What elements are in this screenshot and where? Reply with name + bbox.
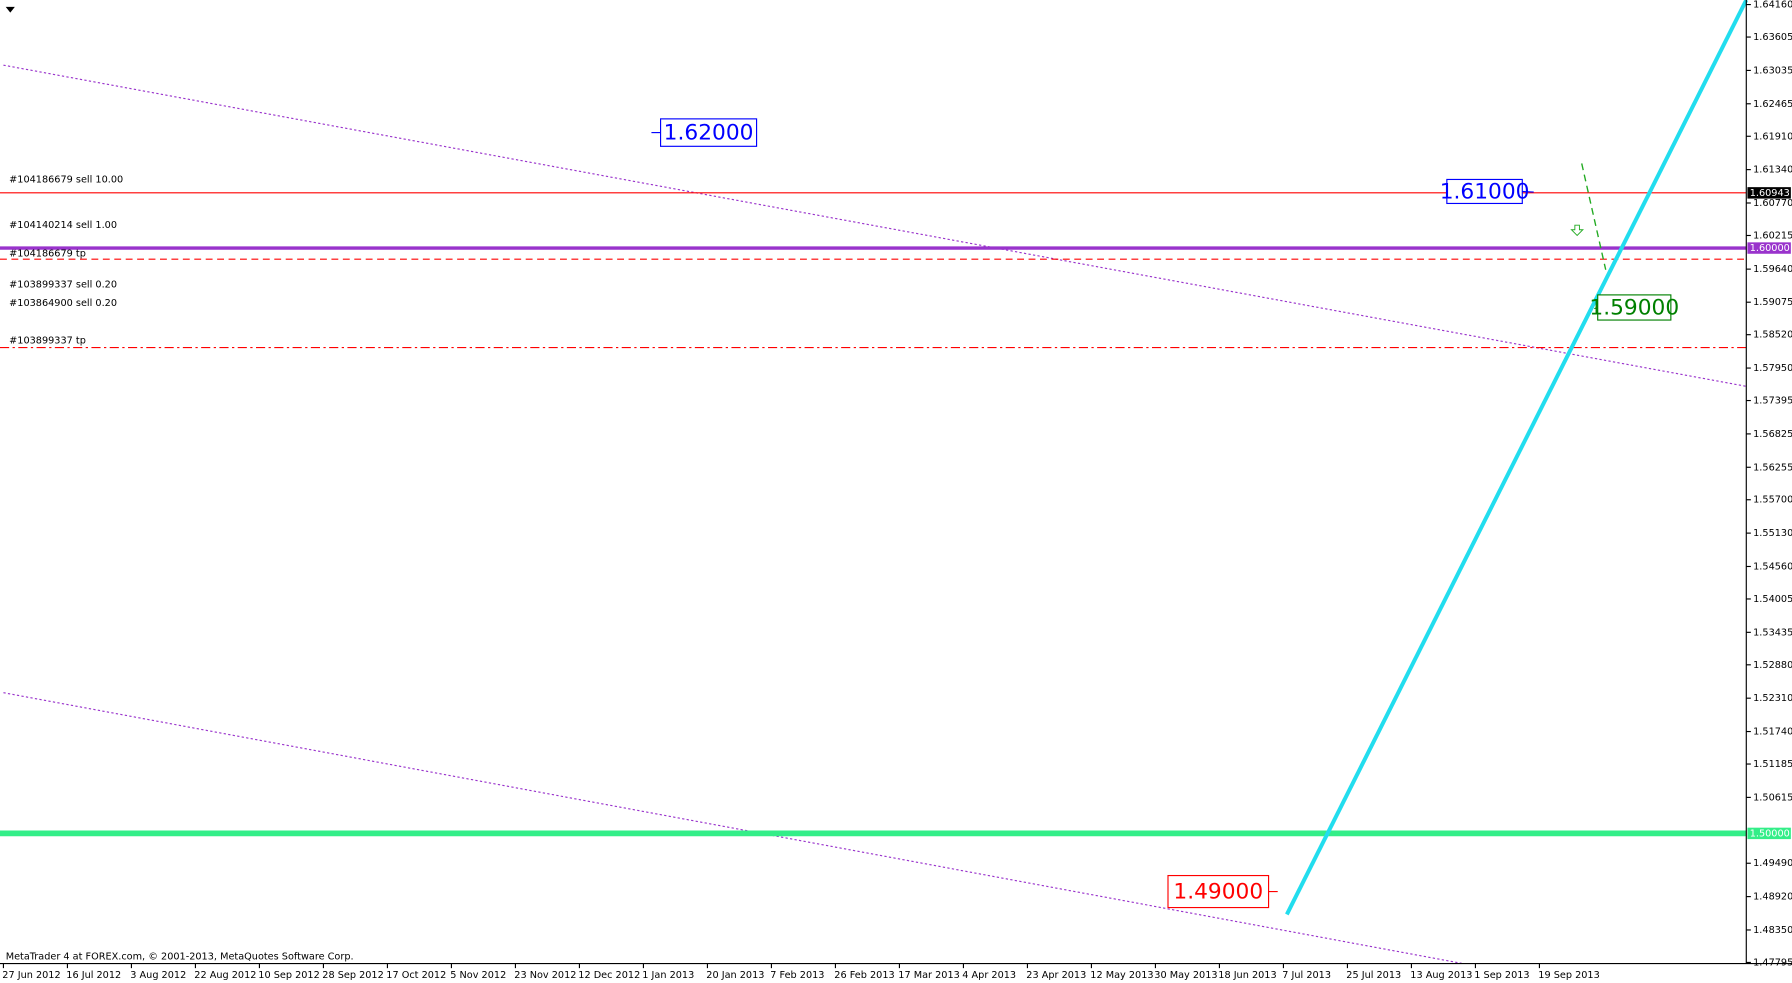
y-tick-label: 1.58520 — [1753, 330, 1792, 341]
order-label: #103864900 sell 0.20 — [9, 298, 117, 309]
plot — [0, 64, 1747, 965]
y-tick-label: 1.52880 — [1753, 660, 1792, 671]
y-tick-label: 1.61340 — [1753, 165, 1792, 176]
annotation: 1.59000 — [1589, 296, 1679, 321]
x-tick-label: 16 Jul 2012 — [66, 970, 121, 981]
level-box — [1747, 187, 1791, 199]
level-box — [1747, 827, 1791, 840]
y-tick-label: 1.56255 — [1753, 462, 1792, 473]
x-tick-label: 12 Dec 2012 — [578, 970, 640, 981]
y-tick-label: 1.56825 — [1753, 429, 1792, 440]
y-tick-label: 1.51740 — [1753, 727, 1792, 738]
x-tick-label: 18 Jun 2013 — [1218, 970, 1276, 981]
annotation-box — [1446, 178, 1523, 205]
y-tick-label: 1.51185 — [1753, 759, 1792, 770]
y-tick-label: 1.59640 — [1753, 264, 1792, 275]
trend-line — [1285, 0, 1749, 916]
y-tick-label: 1.61910 — [1753, 131, 1792, 142]
level-box — [1747, 242, 1791, 254]
y-tick-label: 1.50615 — [1753, 792, 1792, 803]
x-tick-label: 20 Jan 2013 — [706, 970, 764, 981]
level-label: 1.60000 — [1750, 243, 1790, 254]
x-tick-label: 17 Mar 2013 — [898, 970, 960, 981]
y-tick-label: 1.59075 — [1753, 297, 1792, 308]
y-tick-label: 1.48350 — [1753, 925, 1792, 936]
y-tick-label: 1.60215 — [1753, 230, 1792, 241]
x-tick-label: 25 Jul 2013 — [1346, 970, 1401, 981]
y-tick-label: 1.47795 — [1753, 957, 1792, 968]
order-label: #104186679 tp — [9, 249, 86, 260]
y-tick-label: 1.57950 — [1753, 363, 1792, 374]
x-tick-label: 23 Apr 2013 — [1026, 970, 1086, 981]
level-label: 1.60943 — [1750, 188, 1790, 199]
footer: MetaTrader 4 at FOREX.com, © 2001-2013, … — [6, 952, 354, 963]
y-tick-label: 1.48920 — [1753, 892, 1792, 903]
y-tick-label: 1.62465 — [1753, 99, 1792, 110]
y-tick-label: 1.53435 — [1753, 627, 1792, 638]
y-tick-label: 1.57395 — [1753, 396, 1792, 407]
x-tick-label: 7 Jul 2013 — [1282, 970, 1331, 981]
level-label: 1.50000 — [1750, 828, 1790, 839]
y-tick-label: 1.63605 — [1753, 32, 1792, 43]
y-tick-label: 1.54560 — [1753, 561, 1792, 572]
channel-upper — [3, 64, 1747, 387]
y-tick-label: 1.55130 — [1753, 528, 1792, 539]
sell-arrow — [1570, 224, 1584, 237]
y-tick-label: 1.60770 — [1753, 198, 1792, 209]
order-label: #104140214 sell 1.00 — [9, 220, 117, 231]
x-tick-label: 17 Oct 2012 — [386, 970, 446, 981]
annotation: 1.62000 — [664, 121, 754, 146]
y-tick-label: 1.54005 — [1753, 594, 1792, 605]
x-tick-label: 26 Feb 2013 — [834, 970, 894, 981]
channel-lower — [3, 692, 1463, 965]
x-tick-label: 12 May 2013 — [1090, 970, 1153, 981]
x-tick-label: 1 Jan 2013 — [642, 970, 694, 981]
drawings — [1285, 0, 1749, 916]
y-tick-label: 1.55700 — [1753, 495, 1792, 506]
y-tick-label: 1.63035 — [1753, 65, 1792, 76]
x-tick-label: 1 Sep 2013 — [1474, 970, 1529, 981]
x-tick-label: 19 Sep 2013 — [1538, 970, 1599, 981]
menu-marker — [5, 6, 15, 13]
order-label: #103899337 sell 0.20 — [9, 280, 117, 291]
annotation-box — [1597, 294, 1672, 321]
order-label: #104186679 sell 10.00 — [9, 174, 123, 185]
x-tick-label: 27 Jun 2012 — [2, 970, 60, 981]
annotation: 1.49000 — [1173, 880, 1263, 905]
x-tick-label: 4 Apr 2013 — [962, 970, 1016, 981]
annotation: 1.61000 — [1440, 180, 1530, 205]
annotation-box — [1167, 874, 1270, 909]
annotation-box — [660, 118, 758, 147]
x-tick-label: 28 Sep 2012 — [322, 970, 383, 981]
y-tick-label: 1.52310 — [1753, 693, 1792, 704]
y-tick-label: 1.64160 — [1753, 0, 1792, 11]
x-tick-label: 22 Aug 2012 — [194, 970, 256, 981]
x-tick-label: 30 May 2013 — [1154, 970, 1217, 981]
x-tick-label: 5 Nov 2012 — [450, 970, 506, 981]
order-label: #103899337 tp — [9, 336, 86, 347]
x-tick-label: 10 Sep 2012 — [258, 970, 319, 981]
annotation-leader — [1522, 190, 1534, 193]
y-tick-label: 1.49490 — [1753, 858, 1792, 869]
projection-arrow — [1581, 163, 1607, 270]
x-tick-label: 13 Aug 2013 — [1410, 970, 1472, 981]
x-tick-label: 3 Aug 2012 — [130, 970, 186, 981]
x-tick-label: 23 Nov 2012 — [514, 970, 576, 981]
x-tick-label: 7 Feb 2013 — [770, 970, 824, 981]
